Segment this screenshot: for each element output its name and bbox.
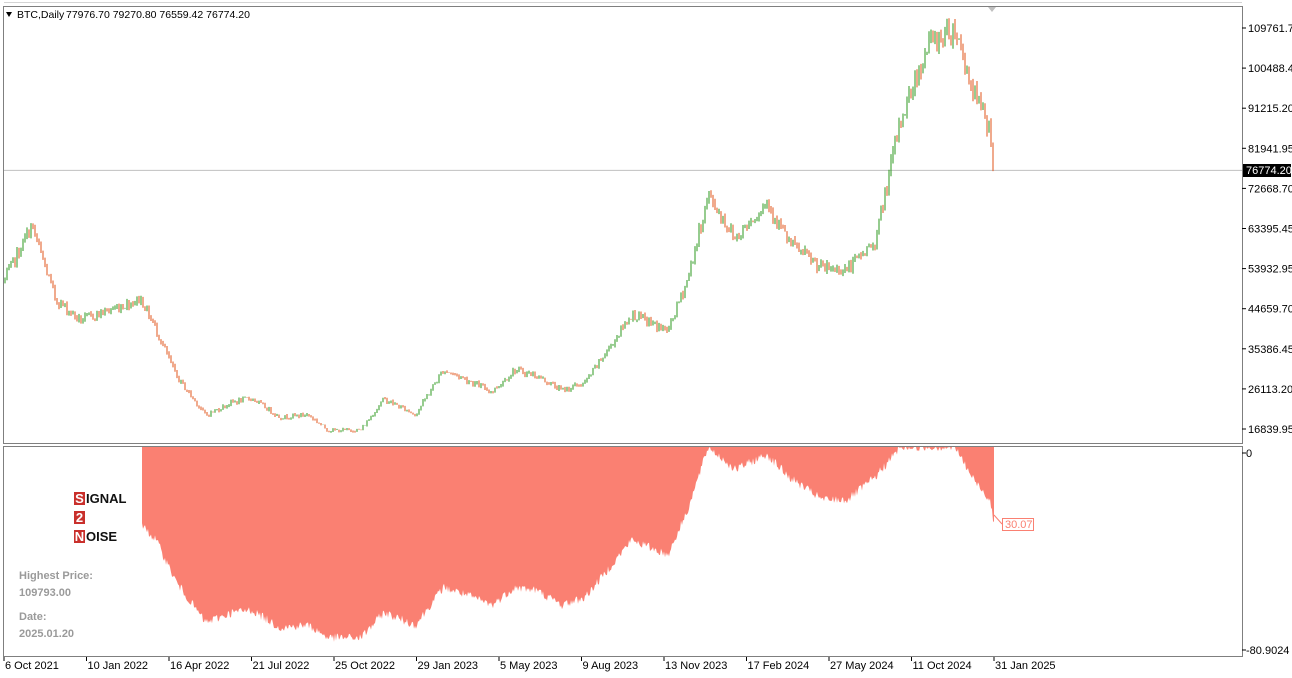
logo-box-s: S <box>74 491 85 506</box>
price-tick-label: 44659.70 <box>1248 304 1292 316</box>
logo-word-noise: N OISE <box>74 529 117 544</box>
time-axis[interactable]: 6 Oct 2021 10 Jan 2022 16 Apr 2022 21 Jul 2… <box>3 657 1056 672</box>
time-tick-label: 13 Nov 2023 <box>665 660 727 672</box>
current-price-label: 76774.20 <box>1246 165 1292 177</box>
price-axis[interactable]: 109761.7 100488.4 91215.20 81941.95 72668.70… <box>1242 23 1292 436</box>
time-tick-label: 10 Jan 2022 <box>88 660 149 672</box>
indicator-top-label: 0 <box>1246 448 1252 460</box>
price-tick-label: 81941.95 <box>1248 143 1292 155</box>
date-label: Date: <box>19 611 47 623</box>
time-tick-label: 16 Apr 2022 <box>170 660 229 672</box>
logo-box-n: N <box>74 529 85 544</box>
price-tick-label: 16839.95 <box>1248 424 1292 436</box>
time-tick-label: 11 Oct 2024 <box>913 660 972 672</box>
signal2noise-logo-panel <box>5 448 140 655</box>
price-tick-label: 63395.45 <box>1248 224 1292 236</box>
time-tick-label: 6 Oct 2021 <box>5 660 59 672</box>
price-panel-frame[interactable] <box>3 6 1243 444</box>
indicator-value-leader <box>993 514 1003 525</box>
time-tick-label: 5 May 2023 <box>500 660 557 672</box>
time-tick-label: 25 Oct 2022 <box>335 660 395 672</box>
symbol-menu-icon[interactable] <box>6 12 12 17</box>
highest-price-value: 109793.00 <box>19 587 71 599</box>
indicator-value-label: 30.07 <box>1005 519 1033 531</box>
current-price-tag <box>1243 164 1291 177</box>
candlestick-series <box>4 18 994 433</box>
price-tick-label: 72668.70 <box>1248 183 1292 195</box>
logo-text-ignal: IGNAL <box>86 491 127 506</box>
price-tick-label: 109761.7 <box>1248 23 1292 35</box>
time-tick-label: 27 May 2024 <box>830 660 894 672</box>
chart-shift-marker[interactable] <box>988 7 996 12</box>
time-tick-label: 9 Aug 2023 <box>583 660 639 672</box>
logo-text-oise: OISE <box>86 529 118 544</box>
highest-price-label: Highest Price: <box>19 570 93 582</box>
logo-word-2: 2 <box>74 510 86 525</box>
time-tick-label: 17 Feb 2024 <box>748 660 810 672</box>
chart-title: BTC,Daily <box>17 9 65 21</box>
logo-word-signal: S IGNAL <box>74 491 126 506</box>
time-tick-label: 21 Jul 2022 <box>253 660 310 672</box>
price-tick-label: 35386.45 <box>1248 344 1292 356</box>
ohlc-values: 77976.70 79270.80 76559.42 76774.20 <box>66 9 250 21</box>
indicator-value-tag <box>1002 518 1034 531</box>
date-value: 2025.01.20 <box>19 628 75 640</box>
price-tick-label: 100488.4 <box>1248 63 1292 75</box>
time-tick-label: 31 Jan 2025 <box>995 660 1056 672</box>
time-tick-label: 29 Jan 2023 <box>418 660 479 672</box>
price-tick-label: 91215.20 <box>1248 103 1292 115</box>
logo-box-2: 2 <box>74 510 85 525</box>
drawdown-area <box>142 447 994 642</box>
indicator-bottom-label: -80.9024 <box>1246 645 1289 657</box>
price-tick-label: 26113.20 <box>1248 384 1292 396</box>
price-tick-label: 53932.95 <box>1248 264 1292 276</box>
